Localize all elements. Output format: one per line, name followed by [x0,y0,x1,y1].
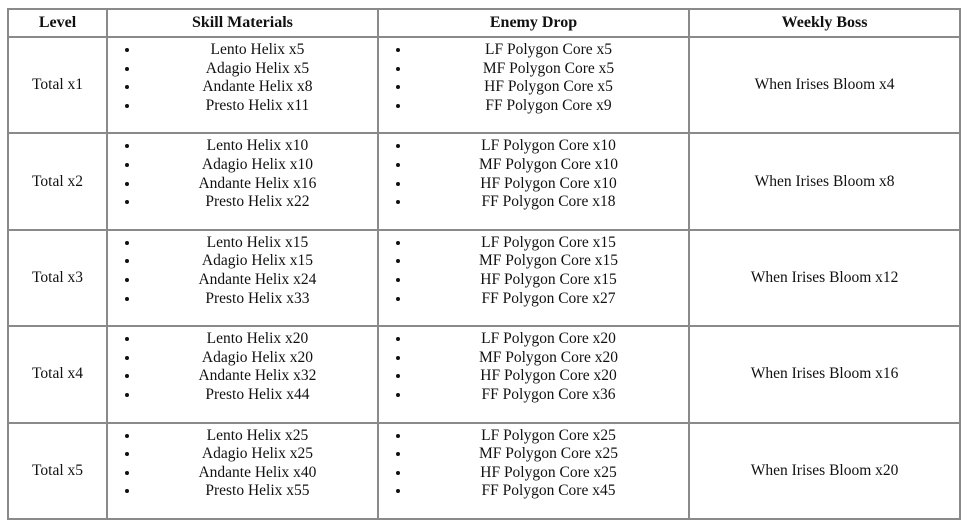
list-item: FF Polygon Core x18 [411,193,686,212]
list-item: Presto Helix x22 [140,193,375,212]
enemy-drop-cell: LF Polygon Core x25MF Polygon Core x25HF… [376,421,691,520]
level-cell: Total x3 [6,228,109,328]
list-item: FF Polygon Core x9 [411,97,686,116]
table-row: Total x1 Lento Helix x5Adagio Helix x5An… [6,35,961,135]
skill-materials-list: Lento Helix x5Adagio Helix x5Andante Hel… [110,41,375,115]
list-item: LF Polygon Core x25 [411,427,686,446]
list-item: MF Polygon Core x25 [411,445,686,464]
skill-materials-cell: Lento Helix x25Adagio Helix x25Andante H… [106,421,379,520]
skill-materials-cell: Lento Helix x5Adagio Helix x5Andante Hel… [106,35,379,135]
list-item: Adagio Helix x10 [140,156,375,175]
table-row: Total x4 Lento Helix x20Adagio Helix x20… [6,325,961,424]
list-item: HF Polygon Core x20 [411,367,686,386]
enemy-drop-list: LF Polygon Core x5MF Polygon Core x5HF P… [381,41,686,115]
list-item: Adagio Helix x25 [140,445,375,464]
list-item: LF Polygon Core x20 [411,330,686,349]
table-row: Total x5 Lento Helix x25Adagio Helix x25… [6,421,961,520]
list-item: Andante Helix x40 [140,464,375,483]
level-cell: Total x1 [6,35,109,135]
skill-materials-list: Lento Helix x20Adagio Helix x20Andante H… [110,330,375,404]
enemy-drop-cell: LF Polygon Core x15MF Polygon Core x15HF… [376,228,691,328]
list-item: Lento Helix x10 [140,137,375,156]
header-weekly-boss: Weekly Boss [688,8,961,38]
list-item: MF Polygon Core x5 [411,60,686,79]
list-item: HF Polygon Core x5 [411,78,686,97]
list-item: Andante Helix x24 [140,271,375,290]
enemy-drop-list: LF Polygon Core x15MF Polygon Core x15HF… [381,234,686,308]
list-item: Presto Helix x55 [140,482,375,501]
enemy-drop-list: LF Polygon Core x10MF Polygon Core x10HF… [381,137,686,211]
list-item: LF Polygon Core x5 [411,41,686,60]
list-item: Presto Helix x33 [140,290,375,309]
level-cell: Total x2 [6,132,109,231]
list-item: Lento Helix x25 [140,427,375,446]
list-item: Lento Helix x15 [140,234,375,253]
list-item: Andante Helix x8 [140,78,375,97]
list-item: FF Polygon Core x45 [411,482,686,501]
header-enemy-drop: Enemy Drop [376,8,691,38]
list-item: Lento Helix x20 [140,330,375,349]
list-item: FF Polygon Core x27 [411,290,686,309]
list-item: MF Polygon Core x15 [411,252,686,271]
table-row: Total x2 Lento Helix x10Adagio Helix x10… [6,132,961,231]
weekly-boss-cell: When Irises Bloom x12 [688,228,961,328]
header-level: Level [6,8,109,38]
weekly-boss-cell: When Irises Bloom x16 [688,325,961,424]
skill-materials-list: Lento Helix x25Adagio Helix x25Andante H… [110,427,375,501]
list-item: Adagio Helix x20 [140,349,375,368]
enemy-drop-list: LF Polygon Core x20MF Polygon Core x20HF… [381,330,686,404]
list-item: FF Polygon Core x36 [411,386,686,405]
materials-table: Level Skill Materials Enemy Drop Weekly … [6,8,961,520]
enemy-drop-cell: LF Polygon Core x20MF Polygon Core x20HF… [376,325,691,424]
list-item: HF Polygon Core x25 [411,464,686,483]
weekly-boss-cell: When Irises Bloom x4 [688,35,961,135]
header-skill-materials: Skill Materials [106,8,379,38]
weekly-boss-cell: When Irises Bloom x8 [688,132,961,231]
level-cell: Total x5 [6,421,109,520]
list-item: Andante Helix x32 [140,367,375,386]
list-item: Adagio Helix x5 [140,60,375,79]
skill-materials-cell: Lento Helix x10Adagio Helix x10Andante H… [106,132,379,231]
enemy-drop-list: LF Polygon Core x25MF Polygon Core x25HF… [381,427,686,501]
skill-materials-cell: Lento Helix x15Adagio Helix x15Andante H… [106,228,379,328]
list-item: Presto Helix x44 [140,386,375,405]
skill-materials-list: Lento Helix x10Adagio Helix x10Andante H… [110,137,375,211]
table-row: Total x3 Lento Helix x15Adagio Helix x15… [6,228,961,328]
list-item: Lento Helix x5 [140,41,375,60]
level-cell: Total x4 [6,325,109,424]
list-item: LF Polygon Core x10 [411,137,686,156]
list-item: HF Polygon Core x15 [411,271,686,290]
enemy-drop-cell: LF Polygon Core x10MF Polygon Core x10HF… [376,132,691,231]
list-item: Adagio Helix x15 [140,252,375,271]
list-item: MF Polygon Core x20 [411,349,686,368]
list-item: Presto Helix x11 [140,97,375,116]
skill-materials-cell: Lento Helix x20Adagio Helix x20Andante H… [106,325,379,424]
list-item: Andante Helix x16 [140,175,375,194]
weekly-boss-cell: When Irises Bloom x20 [688,421,961,520]
list-item: HF Polygon Core x10 [411,175,686,194]
table-header-row: Level Skill Materials Enemy Drop Weekly … [6,8,961,38]
list-item: MF Polygon Core x10 [411,156,686,175]
enemy-drop-cell: LF Polygon Core x5MF Polygon Core x5HF P… [376,35,691,135]
list-item: LF Polygon Core x15 [411,234,686,253]
skill-materials-list: Lento Helix x15Adagio Helix x15Andante H… [110,234,375,308]
